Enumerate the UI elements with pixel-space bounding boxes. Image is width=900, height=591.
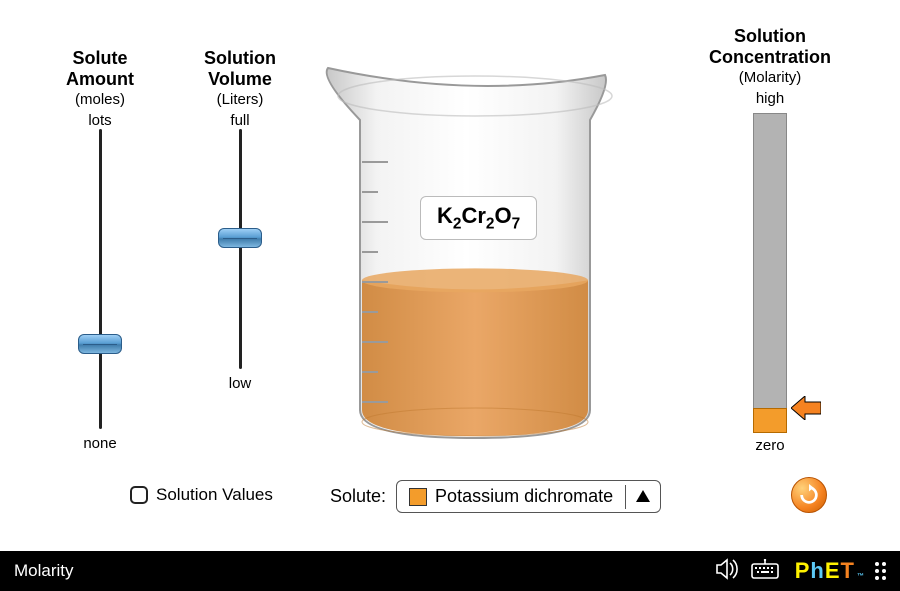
solute-amount-title: SoluteAmount (40, 48, 160, 89)
solute-select[interactable]: Potassium dichromate (397, 481, 625, 512)
solute-swatch-icon (409, 488, 427, 506)
beaker (300, 50, 650, 450)
solution-values-checkbox[interactable] (130, 486, 148, 504)
solute-select-button[interactable] (625, 485, 660, 509)
sound-button[interactable] (715, 558, 739, 585)
reset-icon (798, 484, 820, 506)
concentration-bar-fill (753, 408, 787, 434)
solute-select-value: Potassium dichromate (435, 486, 613, 507)
solution-values-row: Solution Values (130, 485, 273, 505)
menu-button[interactable] (875, 562, 886, 580)
app-title: Molarity (14, 561, 74, 581)
triangle-up-icon (636, 490, 650, 502)
concentration-arrow-icon (791, 396, 821, 420)
concentration-group: SolutionConcentration (Molarity) high ze… (690, 26, 850, 454)
solution-volume-slider-group: SolutionVolume (Liters) full low (180, 48, 300, 392)
concentration-title: SolutionConcentration (690, 26, 850, 67)
solution-volume-max-label: full (180, 112, 300, 129)
solute-amount-min-label: none (40, 435, 160, 452)
solute-amount-thumb[interactable] (78, 334, 122, 354)
concentration-unit: (Molarity) (690, 69, 850, 86)
keyboard-button[interactable] (751, 559, 779, 584)
sound-icon (715, 558, 739, 580)
footer-bar: Molarity P h E T ™ (0, 551, 900, 591)
solute-amount-unit: (moles) (40, 91, 160, 108)
reset-button[interactable] (791, 477, 827, 513)
solution-volume-min-label: low (180, 375, 300, 392)
solute-select-row: Solute: Potassium dichromate (330, 480, 661, 513)
solute-amount-track[interactable] (99, 129, 102, 429)
phet-logo[interactable]: P h E T ™ (795, 558, 865, 584)
concentration-min-label: zero (690, 437, 850, 454)
concentration-bar-bg (753, 113, 787, 433)
solution-volume-thumb[interactable] (218, 228, 262, 248)
solute-formula-label: K2Cr2O7 (420, 196, 537, 240)
keyboard-icon (751, 559, 779, 579)
concentration-max-label: high (690, 90, 850, 107)
solute-select-label: Solute: (330, 486, 386, 507)
solute-amount-max-label: lots (40, 112, 160, 129)
solute-amount-slider-group: SoluteAmount (moles) lots none (40, 48, 160, 452)
solution-volume-unit: (Liters) (180, 91, 300, 108)
solution-values-label: Solution Values (156, 485, 273, 505)
solution-volume-title: SolutionVolume (180, 48, 300, 89)
solution-volume-track[interactable] (239, 129, 242, 369)
